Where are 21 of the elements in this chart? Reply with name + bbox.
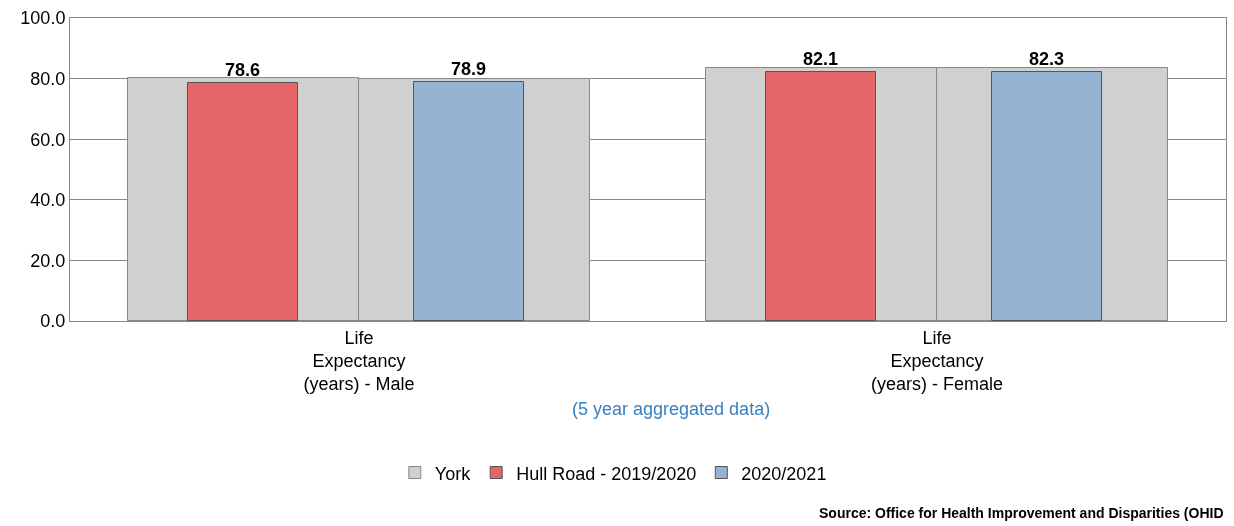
y-tick-label: 0.0 xyxy=(40,311,66,332)
x-tick-label: Life Expectancy (years) - Male xyxy=(303,327,415,395)
legend-label: 2020/2021 xyxy=(741,463,827,484)
y-tick-label: 40.0 xyxy=(30,190,66,211)
source-note: Source: Office for Health Improvement and Disparities (OHID xyxy=(819,505,1224,521)
y-tick-label: 100.0 xyxy=(20,8,66,29)
y-tick-label: 60.0 xyxy=(30,129,66,150)
data-label: 78.6 xyxy=(224,59,261,80)
bar xyxy=(765,71,876,321)
bar xyxy=(187,82,298,321)
bar xyxy=(991,71,1102,321)
legend-label: Hull Road - 2019/2020 xyxy=(516,463,697,484)
data-label: 82.1 xyxy=(802,48,839,69)
legend-label: York xyxy=(434,463,472,484)
data-label: 78.9 xyxy=(450,58,487,79)
x-tick-label: Life Expectancy (years) - Female xyxy=(870,327,1004,395)
bar xyxy=(413,81,524,321)
y-tick-label: 20.0 xyxy=(30,250,66,271)
y-tick-label: 80.0 xyxy=(30,68,66,89)
data-label: 82.3 xyxy=(1028,48,1065,69)
text: (5 year aggregated data) xyxy=(572,399,771,419)
